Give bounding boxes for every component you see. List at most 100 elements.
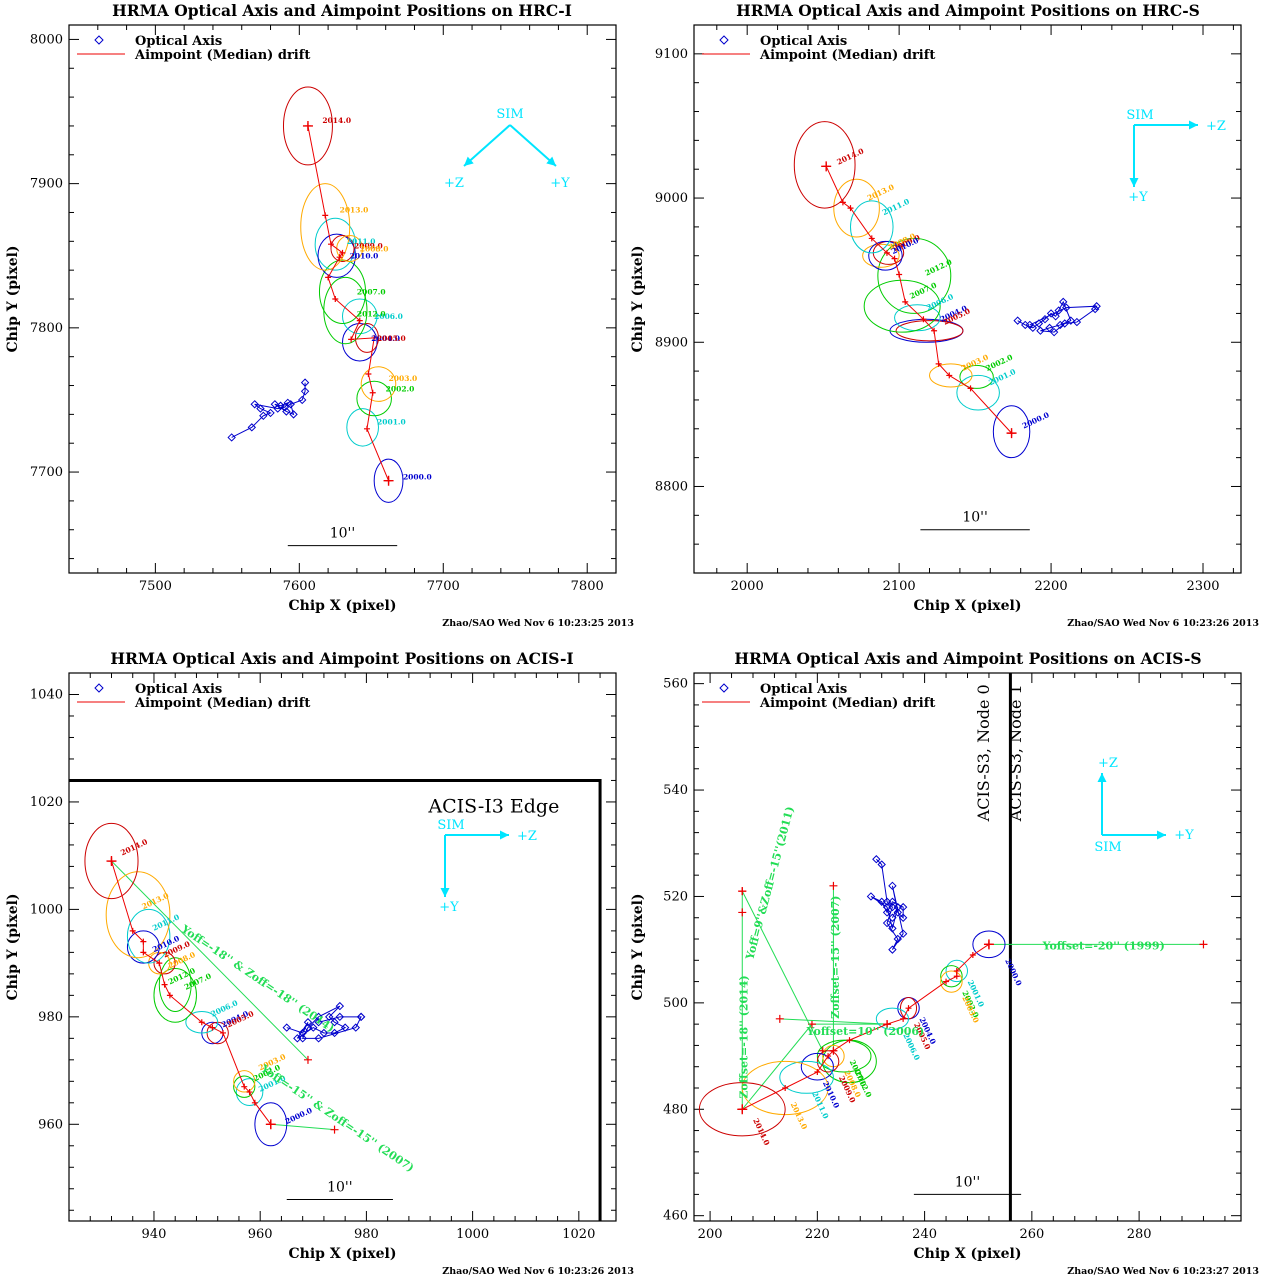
optical-axis-point (300, 378, 310, 387)
x-tick-label: 7500 (139, 579, 172, 594)
aimpoint-ellipse (153, 967, 197, 1023)
panel-2: HRMA Optical Axis and Aimpoint Positions… (630, 1, 1259, 629)
y-tick-label: 1020 (30, 795, 63, 810)
offset-point (775, 1014, 784, 1023)
drift-endpoint (737, 1104, 748, 1115)
sim-orientation: +Z +Y SIM (1094, 756, 1194, 855)
sim-y-label: +Y (550, 176, 570, 191)
drift-endpoint (983, 939, 994, 950)
chip-edge-line (69, 778, 602, 1221)
optical-axis-line (231, 382, 306, 438)
sim-arrowhead (1157, 830, 1166, 840)
offset-annotation: Yoffset=-20'' (1999) (1042, 940, 1165, 953)
drift-point (325, 274, 332, 281)
aimpoint-ellipse (356, 380, 392, 417)
y-tick-label: 9000 (655, 191, 688, 206)
scale-bar-label: 10'' (327, 1180, 353, 1196)
year-label: 2007.0 (357, 288, 386, 297)
aimpoint-ellipse (945, 959, 969, 983)
optical-axis-point (877, 897, 886, 906)
drift-point (931, 327, 938, 334)
drift-point (356, 317, 363, 324)
drift-point (371, 334, 378, 341)
drift-point (332, 296, 339, 302)
panel-3: HRMA Optical Axis and Aimpoint Positions… (5, 649, 634, 1277)
drift-point (129, 927, 136, 934)
drift-endpoint (821, 161, 832, 172)
y-tick-label: 8900 (655, 335, 688, 350)
optical-axis-point (882, 918, 892, 928)
drift-point (891, 255, 898, 262)
drift-point (166, 992, 173, 999)
offset-annotation: Zoffset=-18'' (2014) (738, 975, 751, 1098)
aimpoint-ellipse (972, 930, 1006, 959)
x-tick-label: 260 (1019, 1227, 1044, 1242)
footer-stamp: Zhao/SAO Wed Nov 6 10:23:26 2013 (1067, 618, 1259, 629)
aimpoint-ellipse (300, 183, 351, 271)
offset-point (738, 887, 747, 896)
optical-axis-point (314, 1012, 323, 1022)
optical-axis-point (227, 433, 236, 442)
year-label: 2007.0 (908, 281, 938, 301)
drift-point (884, 1021, 891, 1028)
optical-axis-point (330, 1028, 339, 1038)
aimpoint-ellipse (254, 1102, 288, 1147)
sim-label: SIM (437, 818, 464, 833)
x-tick-label: 7800 (571, 579, 604, 594)
offset-annotation: Yoff=-15'' & Zoff=-15'' (2007) (258, 1062, 417, 1175)
x-axis-label: Chip X (pixel) (289, 1246, 397, 1262)
y-tick-label: 7900 (30, 177, 63, 192)
drift-point (140, 938, 147, 945)
offset-line (779, 1018, 888, 1025)
optical-axis-point (340, 1023, 350, 1032)
optical-axis-point (300, 387, 310, 396)
legend-drift-label: Aimpoint (Median) drift (134, 696, 310, 711)
optical-axis-point (882, 902, 892, 912)
year-label: 2013.0 (789, 1101, 809, 1131)
panel-4: HRMA Optical Axis and Aimpoint Positions… (630, 649, 1259, 1277)
drift-point (830, 1047, 837, 1054)
aimpoint-ellipse (185, 1010, 219, 1034)
aimpoint-ellipse (318, 259, 367, 325)
sim-arrowhead (440, 888, 450, 897)
drift-point (365, 370, 372, 377)
optical-axis-point (298, 1034, 307, 1043)
optical-axis-point (1036, 326, 1045, 335)
year-label: 2012.0 (357, 309, 386, 318)
drift-point (839, 199, 846, 206)
legend-drift-label: Aimpoint (Median) drift (759, 696, 935, 711)
drift-point (905, 1005, 912, 1012)
legend-optical-axis-label: Optical Axis (135, 34, 222, 49)
aimpoint-ellipse (342, 298, 378, 335)
aimpoint-ellipse (940, 965, 963, 988)
drift-point (953, 967, 960, 974)
year-label: 2013.0 (340, 205, 369, 214)
y-axis-label: Chip Y (pixel) (630, 893, 646, 1000)
drift-point (900, 1015, 907, 1022)
drift-point (156, 960, 163, 967)
drift-point (782, 1084, 789, 1091)
aimpoint-ellipse (126, 908, 171, 964)
x-tick-label: 7600 (283, 579, 316, 594)
drift-line (307, 125, 390, 481)
year-label: 2000.0 (1003, 957, 1023, 987)
year-label: 2013.0 (140, 891, 170, 911)
offset-annotation: Zoffset=-15'' (2007) (829, 895, 842, 1018)
optical-axis-point (303, 1023, 313, 1032)
x-axis-label: Chip X (pixel) (914, 598, 1022, 614)
y-tick-label: 480 (663, 1102, 688, 1117)
optical-axis-point (1066, 316, 1076, 325)
aimpoint-ellipse (360, 366, 397, 402)
optical-axis-point (1090, 304, 1100, 314)
sim-y-label: +Y (1174, 828, 1194, 843)
drift-endpoint (302, 120, 313, 131)
aimpoint-ellipse (373, 458, 404, 503)
sim-orientation: SIM +Z +Y (1126, 108, 1226, 205)
x-tick-label: 240 (912, 1227, 937, 1242)
drift-point (336, 254, 343, 261)
aimpoint-ellipse (850, 200, 894, 254)
year-label: 2014.0 (751, 1117, 771, 1147)
footer-stamp: Zhao/SAO Wed Nov 6 10:23:26 2013 (442, 1266, 634, 1277)
aimpoint-ellipse (779, 1060, 834, 1094)
